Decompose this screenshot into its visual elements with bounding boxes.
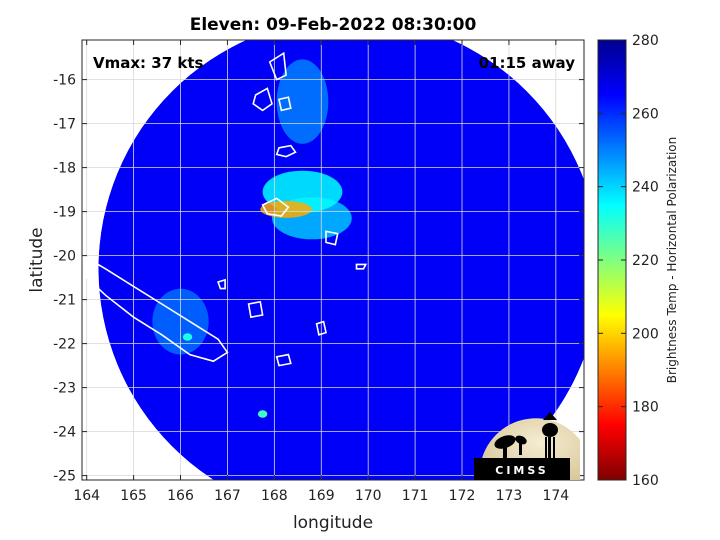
logo-text: CIMSS: [495, 464, 548, 477]
y-axis-label: latitude: [27, 227, 47, 292]
y-tick-label: -17: [53, 117, 76, 133]
plot-area: 164 165 166 167 168 169 170 171 172 173 174 -16 -17…: [53, 39, 585, 504]
island-outline: [247, 300, 264, 319]
x-tick-label: 171: [402, 488, 429, 504]
y-tick-label: -18: [53, 161, 76, 177]
y-tick-label: -21: [53, 293, 76, 309]
coastlines: [85, 51, 368, 367]
island-outline: [315, 320, 327, 336]
colorbar: 160 180 200 220 240 260 280 Brightness Temp - …: [597, 33, 679, 489]
island-outline: [275, 353, 292, 367]
y-ticks: -16 -17 -18 -19 -20 -21 -22 -23 -24 -25: [53, 73, 584, 485]
island-outline: [217, 278, 226, 290]
swath-feature-spot: [182, 333, 193, 341]
colorbar-label: Brightness Temp - Horizontal Polarizatio…: [665, 137, 679, 384]
island-outline: [85, 256, 229, 363]
island-outline: [355, 263, 368, 270]
x-tick-label: 170: [355, 488, 382, 504]
colorbar-ticks: 160 180 200 220 240 260 280: [598, 33, 659, 489]
time-offset-annotation: 01:15 away: [479, 54, 576, 72]
x-tick-label: 166: [167, 488, 194, 504]
y-tick-label: -23: [53, 381, 76, 397]
colorbar-tick-label: 160: [632, 473, 659, 489]
island-outline: [278, 96, 292, 112]
vmax-annotation: Vmax: 37 kts: [93, 54, 203, 72]
y-tick-label: -25: [53, 469, 76, 485]
x-tick-label: 174: [542, 488, 569, 504]
y-tick-label: -24: [53, 425, 76, 441]
colorbar-tick-label: 180: [632, 400, 659, 416]
grid: [82, 40, 584, 480]
plot-frame: [81, 39, 585, 481]
colorbar-tick-label: 280: [632, 33, 659, 49]
island-outline: [325, 230, 339, 246]
x-tick-label: 168: [261, 488, 288, 504]
y-tick-label: -16: [53, 73, 76, 89]
swath-background: [98, 40, 584, 480]
x-ticks: 164 165 166 167 168 169 170 171 172 173 174: [73, 40, 569, 504]
chart-title: Eleven: 09-Feb-2022 08:30:00: [190, 15, 477, 35]
y-tick-label: -19: [53, 205, 76, 221]
colorbar-tick-label: 200: [632, 326, 659, 342]
island-outline: [252, 87, 273, 112]
x-axis-label: longitude: [293, 513, 373, 533]
island-outline: [275, 144, 297, 158]
brightness-temp-swath: [98, 40, 584, 480]
island-outline: [261, 197, 290, 217]
x-tick-label: 164: [73, 488, 100, 504]
cimss-logo: CIMSS: [474, 412, 580, 480]
swath-feature-north-band: [276, 59, 329, 144]
y-tick-label: -22: [53, 337, 76, 353]
colorbar-tick-label: 260: [632, 106, 659, 122]
x-tick-label: 172: [449, 488, 476, 504]
x-tick-label: 167: [214, 488, 241, 504]
swath-feature-spot: [257, 410, 268, 418]
x-tick-label: 169: [308, 488, 335, 504]
x-tick-label: 173: [496, 488, 523, 504]
colorbar-tick-label: 220: [632, 253, 659, 269]
colorbar-tick-label: 240: [632, 180, 659, 196]
island-outline: [268, 51, 287, 81]
y-tick-label: -20: [53, 249, 76, 265]
x-tick-label: 165: [120, 488, 147, 504]
